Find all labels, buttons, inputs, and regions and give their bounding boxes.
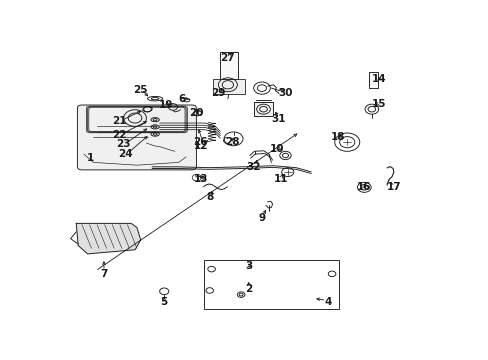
Bar xyxy=(254,102,272,116)
Text: 13: 13 xyxy=(194,174,208,184)
Bar xyxy=(212,79,244,94)
Text: 25: 25 xyxy=(133,85,148,95)
Text: 4: 4 xyxy=(324,297,331,307)
Text: 10: 10 xyxy=(269,144,284,153)
Text: 31: 31 xyxy=(271,114,285,123)
Text: 17: 17 xyxy=(386,183,401,192)
Text: 9: 9 xyxy=(258,213,265,223)
Text: 18: 18 xyxy=(330,132,345,143)
Text: 12: 12 xyxy=(194,141,208,151)
Bar xyxy=(219,52,238,79)
Text: 21: 21 xyxy=(112,116,127,126)
Text: 22: 22 xyxy=(112,130,127,140)
Text: 1: 1 xyxy=(87,153,94,163)
Text: 7: 7 xyxy=(100,269,107,279)
Text: 32: 32 xyxy=(246,162,261,172)
Text: 30: 30 xyxy=(278,88,292,98)
FancyBboxPatch shape xyxy=(77,105,196,170)
Text: 6: 6 xyxy=(179,94,185,104)
Text: 29: 29 xyxy=(211,88,225,98)
Text: 14: 14 xyxy=(371,74,386,84)
Bar xyxy=(368,72,378,88)
Text: 5: 5 xyxy=(160,297,167,307)
Text: 26: 26 xyxy=(193,138,207,148)
Text: 19: 19 xyxy=(159,100,173,110)
Text: 15: 15 xyxy=(371,99,386,109)
Bar xyxy=(204,260,338,309)
Text: 3: 3 xyxy=(244,261,252,271)
Text: 27: 27 xyxy=(220,53,235,63)
Text: 20: 20 xyxy=(189,108,203,118)
Text: 28: 28 xyxy=(224,138,239,148)
Text: 16: 16 xyxy=(356,183,371,192)
Polygon shape xyxy=(76,223,141,254)
Text: 24: 24 xyxy=(118,149,133,159)
Text: 8: 8 xyxy=(206,192,213,202)
Text: 11: 11 xyxy=(273,174,287,184)
Text: 23: 23 xyxy=(115,139,130,149)
Text: 2: 2 xyxy=(244,284,252,293)
